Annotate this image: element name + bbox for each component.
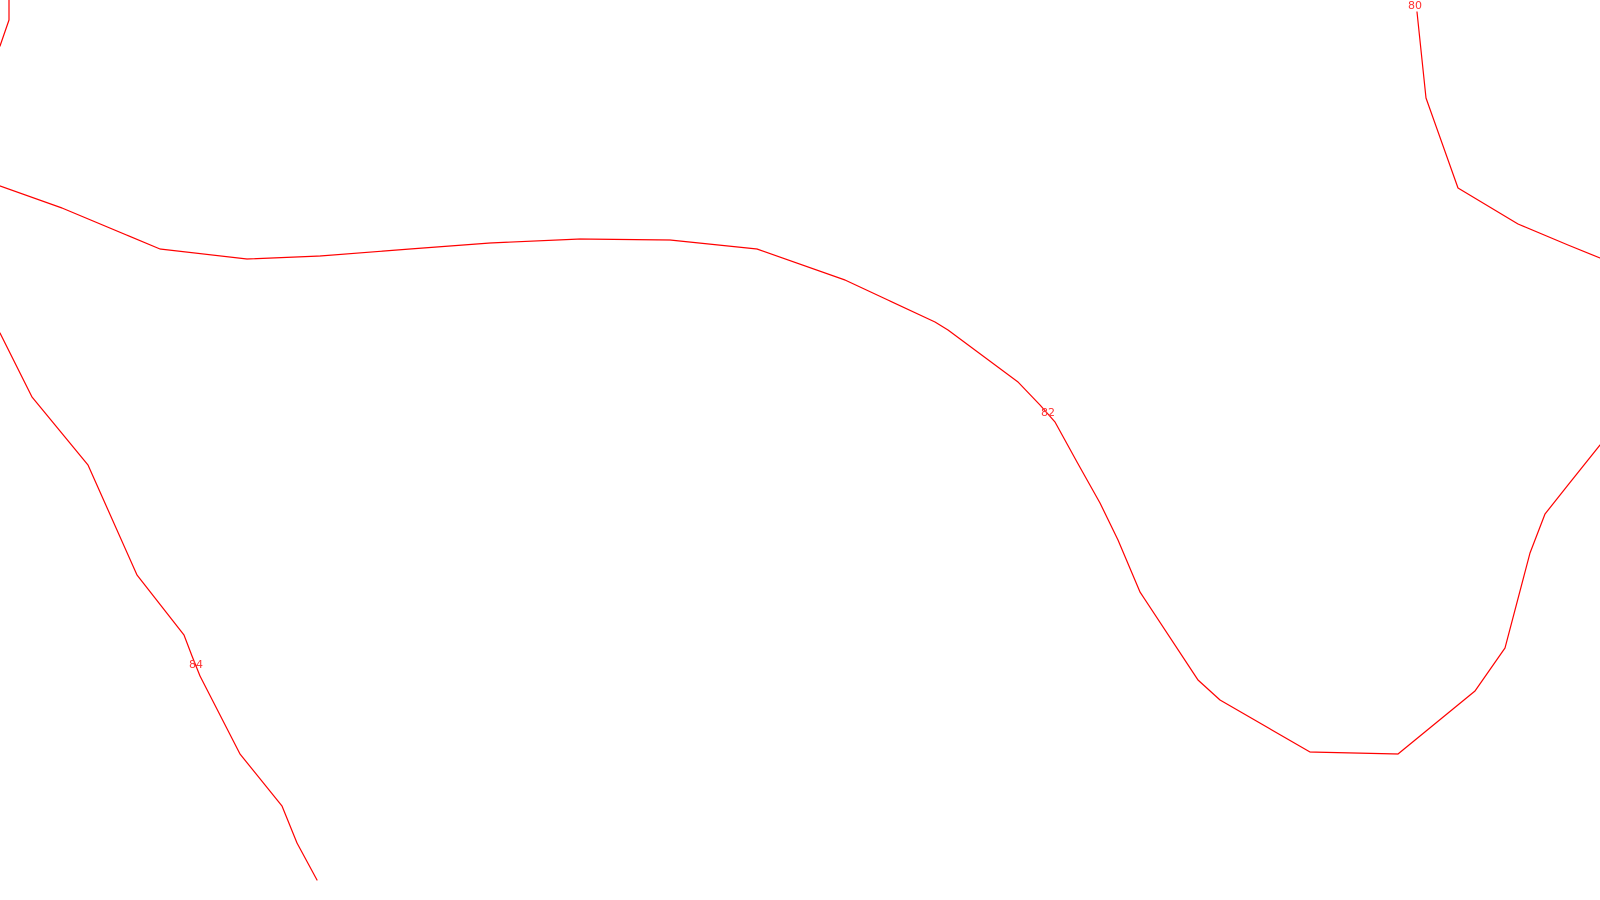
contour-line-topleft-corner <box>0 0 10 47</box>
contour-label-80: 80 <box>1408 0 1422 12</box>
contour-line-80 <box>1416 11 1600 259</box>
contour-line-82 <box>0 185 1600 755</box>
contour-label-82: 82 <box>1041 406 1055 419</box>
contour-label-84: 84 <box>189 658 203 671</box>
contour-line-84 <box>0 332 318 881</box>
